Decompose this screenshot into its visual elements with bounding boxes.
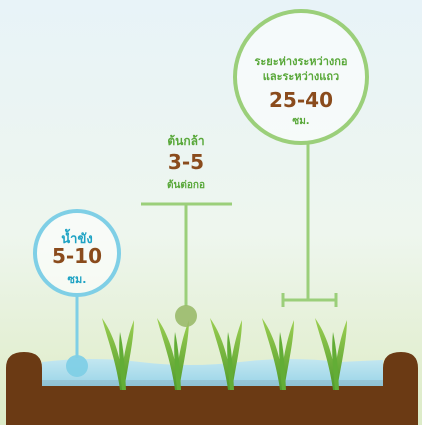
rice-plant: [315, 318, 347, 390]
water-value: 5-10: [51, 244, 103, 268]
seedlings-value: 3-5: [167, 150, 205, 174]
rice-plant: [157, 318, 189, 390]
rice-plant: [262, 318, 294, 390]
spacing-circle: [233, 9, 369, 145]
seedlings-unit: ต้นต่อกอ: [167, 180, 205, 191]
soil-surface: [42, 386, 383, 425]
water-pointer-dot: [66, 355, 88, 377]
seedlings-pointer-dot: [175, 305, 197, 327]
spacing-value: 25-40: [269, 88, 333, 112]
spacing-label-line1: ระยะห่างระหว่างกอ: [254, 55, 348, 68]
water-label: น้ำขัง: [61, 232, 93, 247]
spacing-unit: ซม.: [292, 116, 310, 127]
rice-plant: [210, 318, 242, 390]
water-unit: ซม.: [67, 273, 87, 286]
rice-plant: [102, 318, 134, 390]
spacing-label-line2: และระหว่างแถว: [262, 70, 340, 83]
rice-plants: [102, 318, 347, 390]
seedlings-label: ต้นกล้า: [167, 134, 205, 148]
